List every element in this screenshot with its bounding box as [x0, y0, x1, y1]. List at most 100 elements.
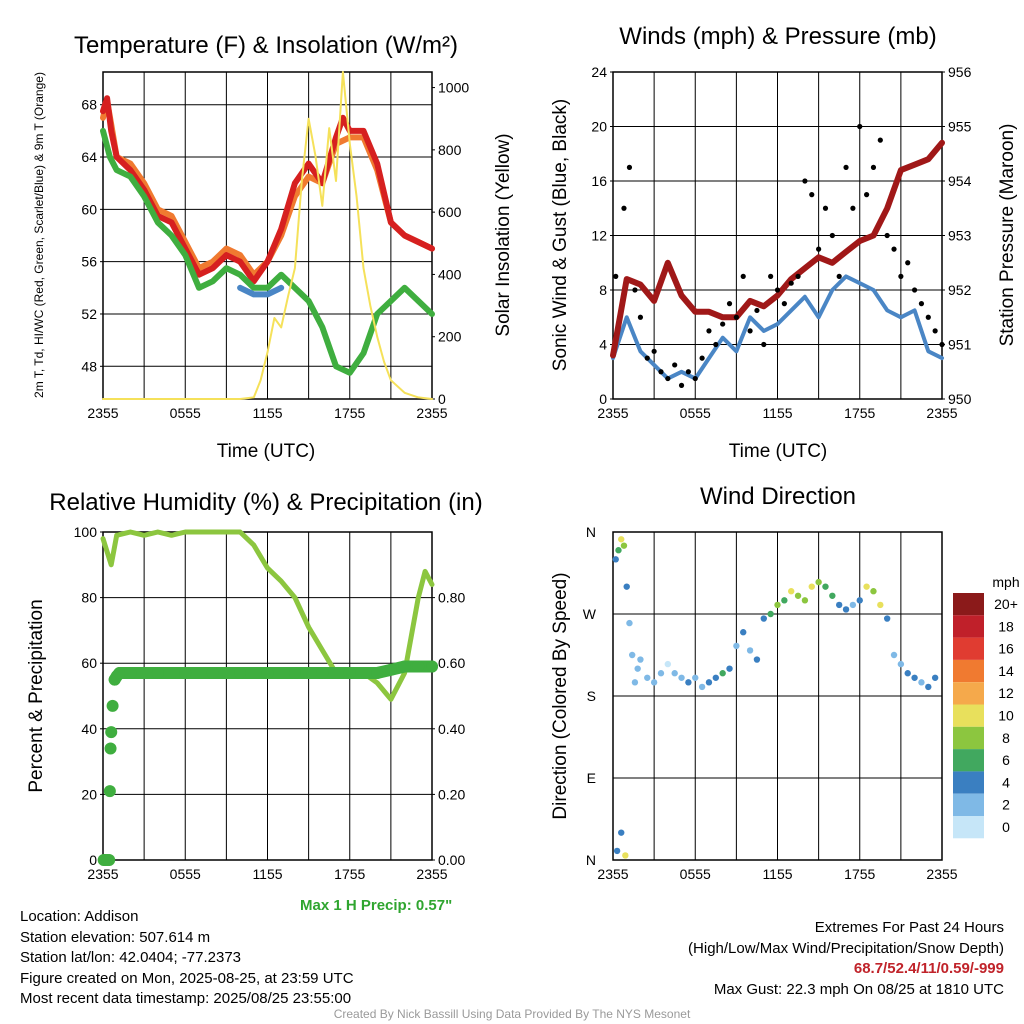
gust-point	[632, 287, 638, 293]
legend-label: 4	[1002, 774, 1010, 790]
direction-point	[808, 583, 815, 590]
direction-point	[726, 665, 733, 672]
recent-timestamp: Most recent data timestamp: 2025/08/25 2…	[20, 990, 352, 1007]
direction-point	[620, 542, 628, 549]
direction-point	[678, 674, 685, 681]
wind-y-tick-label: 0	[599, 391, 607, 407]
direction-point	[877, 601, 884, 609]
insolation-y-tick-label: 400	[438, 266, 462, 282]
humidity-y-tick-label: 40	[81, 721, 97, 737]
humidity-y-tick-label: 100	[74, 524, 98, 540]
legend-swatch	[953, 726, 984, 750]
gust-point	[781, 301, 787, 307]
pressure-y-tick-label: 956	[948, 64, 972, 80]
direction-point	[781, 597, 788, 604]
wind-y-tick-label: 16	[591, 173, 607, 189]
legend-label: 0	[1002, 819, 1010, 835]
direction-point	[685, 679, 692, 686]
temperature-x-axis-label: Time (UTC)	[217, 441, 316, 462]
direction-y-tick-label: N	[586, 524, 596, 540]
wind-y-tick-label: 4	[599, 337, 607, 353]
direction-point	[698, 683, 706, 691]
credit-line: Created By Nick Bassill Using Data Provi…	[333, 1007, 691, 1021]
station-elevation: Station elevation: 507.614 m	[20, 928, 211, 946]
precip-y-tick-label: 0.80	[438, 590, 465, 606]
speed-legend: mph 20+ 18 16 14 12 10 8 6 4 2 0	[953, 574, 1020, 839]
gust-point	[850, 205, 856, 211]
humidity-precip-panel: Relative Humidity (%) & Precipitation (i…	[26, 489, 483, 882]
legend-swatch	[953, 816, 984, 839]
direction-point	[637, 656, 644, 663]
direction-point	[692, 674, 699, 681]
gust-point	[809, 192, 815, 198]
humidity-y-axis-label: Percent & Precipitation	[26, 599, 47, 792]
gust-point	[692, 375, 698, 382]
gust-point	[836, 273, 842, 279]
direction-point	[767, 610, 774, 618]
precip-point	[206, 667, 219, 680]
legend-swatch	[953, 682, 984, 705]
direction-point	[925, 683, 932, 691]
figure-created: Figure created on Mon, 2025-08-25, at 23…	[20, 969, 354, 987]
precip-point	[343, 667, 356, 680]
direction-point	[801, 597, 809, 604]
direction-y-tick-label: W	[583, 606, 597, 622]
gust-point	[637, 314, 644, 320]
direction-y-axis-label: Direction (Colored By Speed)	[550, 572, 571, 819]
temperature-x-tick-label: 1755	[334, 405, 365, 421]
humidity-x-tick-label: 1155	[252, 866, 282, 882]
gust-point	[891, 246, 897, 252]
gust-point	[788, 280, 794, 286]
gust-point	[768, 273, 774, 279]
gust-point	[733, 314, 739, 320]
gust-point	[918, 301, 925, 307]
direction-point	[760, 615, 767, 622]
direction-point	[822, 583, 829, 590]
gust-point	[870, 164, 877, 170]
winds-x-tick-label: 2355	[597, 405, 628, 421]
precip-point	[288, 667, 301, 680]
precip-point	[151, 667, 164, 680]
temperature-x-tick-label: 1155	[252, 405, 282, 421]
pressure-y-tick-label: 952	[948, 282, 972, 298]
direction-point	[657, 670, 665, 677]
insolation-y-axis-label: Solar Insolation (Yellow)	[493, 133, 514, 336]
gust-point	[644, 355, 650, 361]
precip-point	[113, 667, 126, 680]
pressure-y-tick-label: 950	[948, 391, 972, 407]
temperature-y-tick-label: 64	[81, 149, 97, 165]
gust-point	[877, 137, 883, 143]
direction-point	[788, 588, 795, 595]
winds-plot-area: 2355 0555 1155 1755 235504812162024950951952…	[591, 64, 971, 421]
gust-point	[925, 314, 931, 320]
direction-point	[650, 679, 658, 686]
direction-y-tick-label: N	[586, 852, 596, 868]
direction-x-tick-label: 1755	[844, 866, 875, 882]
direction-point	[746, 647, 754, 654]
humidity-x-tick-label: 1755	[334, 866, 365, 882]
direction-point	[829, 592, 836, 599]
winds-pressure-panel: Winds (mph) & Pressure (mb) Time (UTC) S…	[550, 23, 1018, 462]
precip-y-tick-label: 0.40	[438, 721, 465, 737]
precip-point	[103, 854, 116, 866]
wind-direction-panel: Wind Direction Direction (Colored By Spe…	[550, 483, 1020, 882]
humidity-y-tick-label: 0	[89, 852, 97, 868]
direction-point	[733, 642, 740, 650]
direction-point	[671, 670, 678, 677]
precip-point	[412, 660, 425, 673]
direction-point	[931, 674, 939, 681]
legend-label: 2	[1002, 797, 1010, 813]
direction-point	[628, 651, 636, 659]
direction-point	[918, 679, 925, 686]
extremes-heading: Extremes For Past 24 Hours	[814, 919, 1004, 936]
direction-y-tick-label: E	[587, 770, 596, 786]
direction-point	[618, 829, 625, 836]
insolation-y-tick-label: 1000	[438, 80, 469, 96]
winds-panel-title: Winds (mph) & Pressure (mb)	[619, 23, 936, 50]
temperature-y-tick-label: 52	[81, 306, 97, 322]
legend-label: 6	[1002, 752, 1010, 768]
precip-point	[103, 785, 116, 798]
direction-point	[631, 679, 639, 686]
